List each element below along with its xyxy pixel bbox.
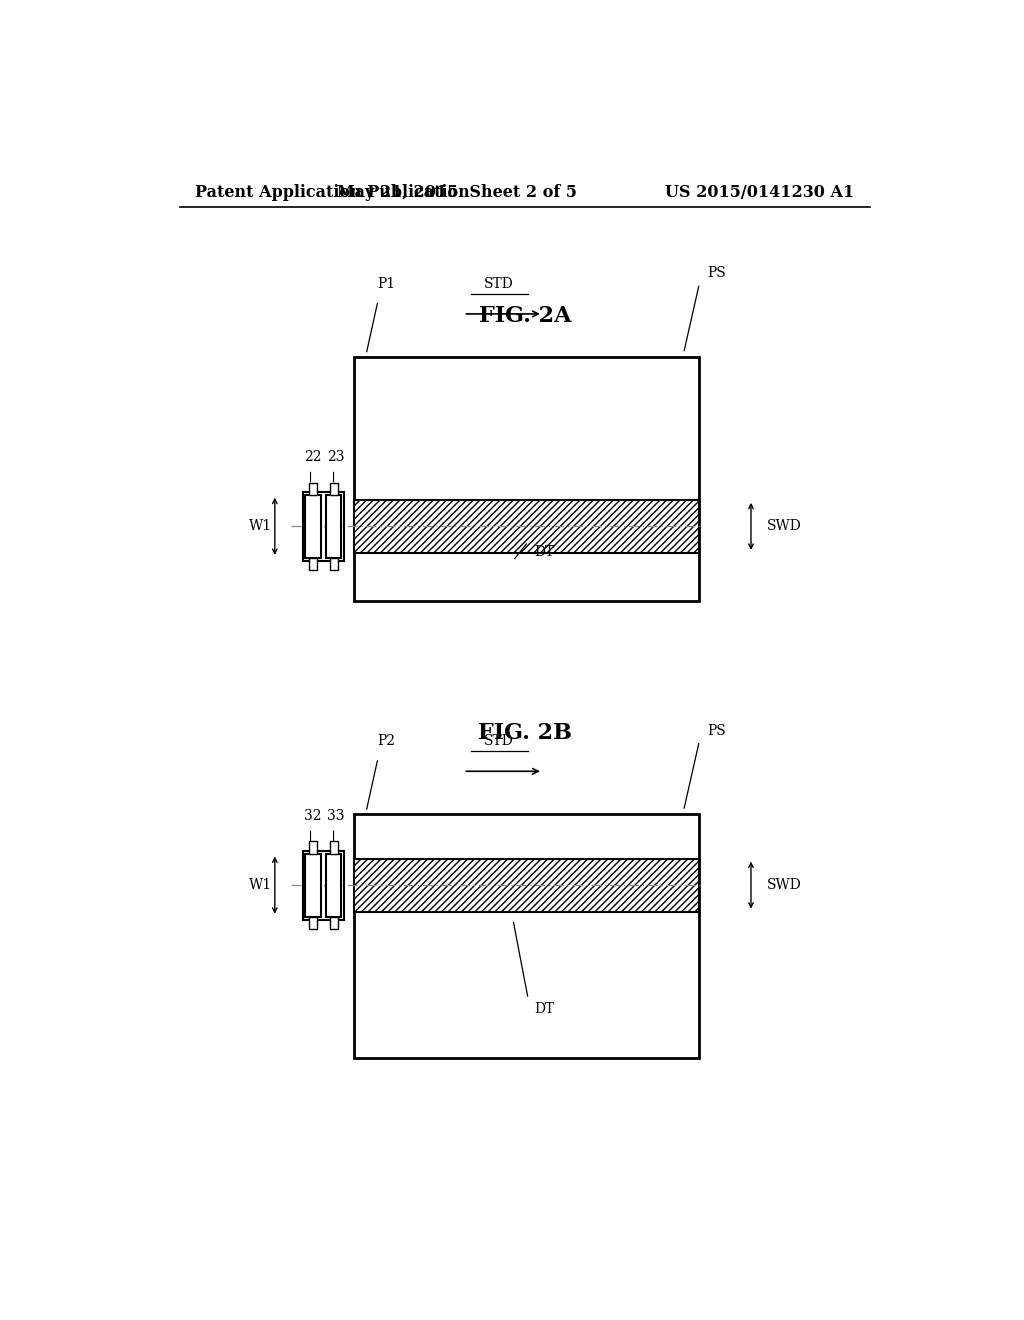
- Bar: [305, 854, 321, 916]
- Text: PS: PS: [708, 267, 726, 280]
- Text: W1: W1: [249, 519, 272, 533]
- Text: 32: 32: [304, 809, 322, 824]
- Bar: [303, 850, 344, 920]
- Bar: [326, 495, 341, 558]
- Bar: [309, 841, 316, 854]
- Bar: [309, 483, 316, 495]
- Bar: [305, 495, 321, 558]
- Bar: [354, 500, 699, 553]
- Bar: [309, 558, 316, 570]
- Text: STD: STD: [484, 276, 514, 290]
- Text: P1: P1: [377, 276, 395, 290]
- Text: FIG. 2A: FIG. 2A: [478, 305, 571, 327]
- Bar: [326, 854, 341, 916]
- Text: SWD: SWD: [767, 519, 802, 533]
- Bar: [309, 916, 316, 929]
- Bar: [354, 814, 699, 1057]
- Text: 23: 23: [328, 450, 345, 465]
- Bar: [330, 558, 338, 570]
- Text: May 21, 2015  Sheet 2 of 5: May 21, 2015 Sheet 2 of 5: [337, 185, 578, 202]
- Text: US 2015/0141230 A1: US 2015/0141230 A1: [665, 185, 854, 202]
- Bar: [330, 483, 338, 495]
- Text: PS: PS: [708, 723, 726, 738]
- Bar: [354, 859, 699, 912]
- Text: DT: DT: [534, 1002, 554, 1016]
- Text: 33: 33: [328, 809, 345, 824]
- Bar: [330, 841, 338, 854]
- Text: W1: W1: [249, 878, 272, 892]
- Text: P2: P2: [377, 734, 395, 748]
- Bar: [354, 356, 699, 601]
- Text: Patent Application Publication: Patent Application Publication: [196, 185, 470, 202]
- Text: 22: 22: [304, 450, 322, 465]
- Text: DT: DT: [534, 545, 554, 558]
- Text: FIG. 2B: FIG. 2B: [478, 722, 571, 743]
- Bar: [303, 492, 344, 561]
- Bar: [330, 916, 338, 929]
- Text: STD: STD: [484, 734, 514, 748]
- Text: SWD: SWD: [767, 878, 802, 892]
